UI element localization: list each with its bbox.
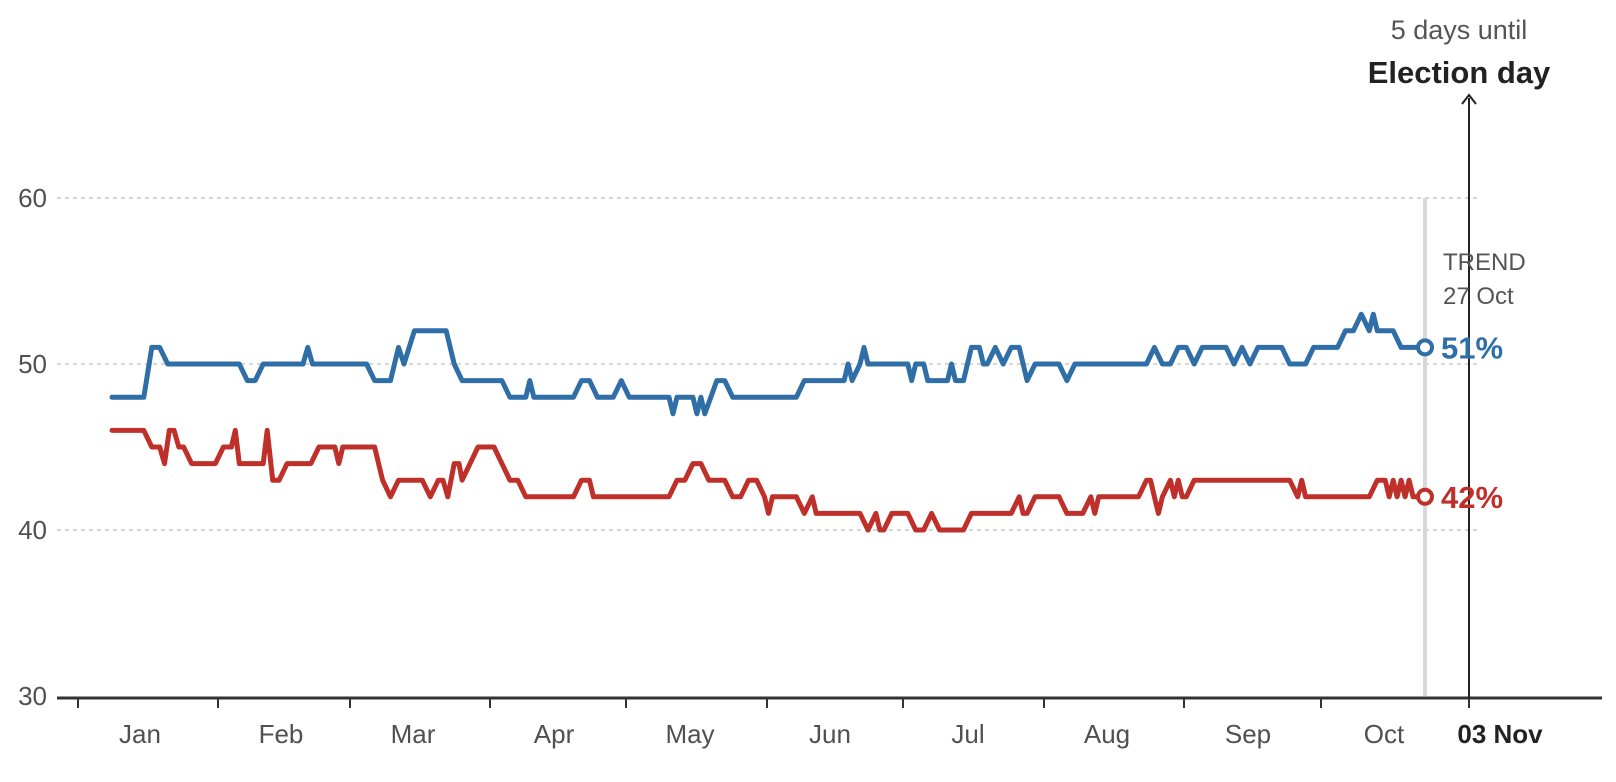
series-lines bbox=[109, 311, 1428, 533]
series-end-label-blue: 51% bbox=[1441, 330, 1503, 365]
trend-label: TREND bbox=[1443, 249, 1526, 276]
x-tick-label-election-date: 03 Nov bbox=[1457, 719, 1543, 749]
y-tick-label-60: 60 bbox=[18, 183, 47, 213]
series-line-red bbox=[109, 427, 1428, 533]
y-tick-label-40: 40 bbox=[18, 515, 47, 545]
y-axis-ticks: 60 50 40 30 bbox=[18, 183, 47, 711]
election-day-arrowhead-icon bbox=[1461, 93, 1477, 105]
series-end-label-red: 42% bbox=[1441, 480, 1503, 515]
series-end-point-blue bbox=[1416, 338, 1434, 357]
series-end-point-red bbox=[1416, 487, 1434, 506]
x-tick-label-sep: Sep bbox=[1225, 719, 1271, 749]
x-tick-label-jun: Jun bbox=[809, 719, 851, 749]
series-line-blue bbox=[109, 311, 1428, 417]
x-axis-ticks: Jan Feb Mar Apr May Jun Jul Aug Sep Oct 03 Nov bbox=[77, 698, 1543, 749]
x-tick-label-apr: Apr bbox=[534, 719, 575, 749]
trend-date-label: 27 Oct bbox=[1443, 283, 1514, 310]
x-tick-label-may: May bbox=[665, 719, 714, 749]
y-tick-label-30: 30 bbox=[18, 681, 47, 711]
x-tick-label-feb: Feb bbox=[259, 719, 304, 749]
annotation-days-until: 5 days until bbox=[1391, 15, 1528, 45]
x-tick-label-jul: Jul bbox=[951, 719, 984, 749]
series-end-markers: 51% 42% bbox=[1416, 330, 1503, 515]
x-tick-label-mar: Mar bbox=[391, 719, 436, 749]
grid-lines bbox=[57, 197, 1480, 531]
y-tick-label-50: 50 bbox=[18, 349, 47, 379]
x-tick-label-oct: Oct bbox=[1364, 719, 1405, 749]
x-tick-label-aug: Aug bbox=[1084, 719, 1130, 749]
annotation-election-day: Election day bbox=[1368, 55, 1551, 90]
x-tick-label-jan: Jan bbox=[119, 719, 161, 749]
